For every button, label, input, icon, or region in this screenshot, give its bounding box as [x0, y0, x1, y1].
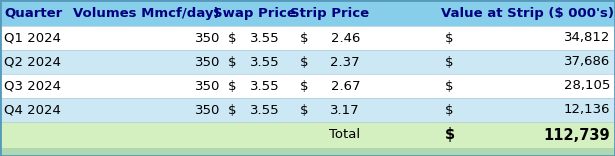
Text: 350: 350: [194, 32, 220, 44]
Text: Value at Strip ($ 000's): Value at Strip ($ 000's): [441, 7, 614, 20]
Text: $: $: [228, 56, 237, 68]
Text: Quarter: Quarter: [4, 7, 62, 20]
Bar: [0, 26, 615, 50]
Text: $: $: [228, 32, 237, 44]
Text: 3.55: 3.55: [250, 32, 280, 44]
Text: 2.46: 2.46: [331, 32, 360, 44]
Text: 3.55: 3.55: [250, 103, 280, 117]
Bar: [0, 98, 615, 122]
Text: 2.67: 2.67: [330, 80, 360, 93]
Text: 34,812: 34,812: [563, 32, 610, 44]
Text: Total: Total: [329, 129, 360, 141]
Text: Swap Price: Swap Price: [213, 7, 295, 20]
Text: $: $: [300, 80, 309, 93]
Text: Q2 2024: Q2 2024: [4, 56, 61, 68]
Text: $: $: [445, 56, 453, 68]
Bar: [0, 122, 615, 148]
Text: $: $: [300, 103, 309, 117]
Text: 28,105: 28,105: [563, 80, 610, 93]
Text: $: $: [445, 80, 453, 93]
Bar: [0, 74, 615, 98]
Text: 350: 350: [194, 103, 220, 117]
Text: 2.37: 2.37: [330, 56, 360, 68]
Text: $: $: [300, 32, 309, 44]
Text: 350: 350: [194, 56, 220, 68]
Text: 3.55: 3.55: [250, 80, 280, 93]
Text: 37,686: 37,686: [564, 56, 610, 68]
Text: Volumes Mmcf/day): Volumes Mmcf/day): [73, 7, 220, 20]
Text: Q1 2024: Q1 2024: [4, 32, 61, 44]
Text: $: $: [445, 32, 453, 44]
Text: $: $: [445, 127, 455, 142]
Text: Strip Price: Strip Price: [290, 7, 370, 20]
Text: 350: 350: [194, 80, 220, 93]
Text: $: $: [300, 56, 309, 68]
Text: $: $: [228, 103, 237, 117]
Bar: [0, 50, 615, 74]
Text: 3.17: 3.17: [330, 103, 360, 117]
Text: Q3 2024: Q3 2024: [4, 80, 61, 93]
Text: 12,136: 12,136: [563, 103, 610, 117]
Text: $: $: [445, 103, 453, 117]
Text: Q4 2024: Q4 2024: [4, 103, 61, 117]
Bar: [0, 0, 615, 26]
Text: $: $: [228, 80, 237, 93]
Text: 112,739: 112,739: [544, 127, 610, 142]
Text: 3.55: 3.55: [250, 56, 280, 68]
